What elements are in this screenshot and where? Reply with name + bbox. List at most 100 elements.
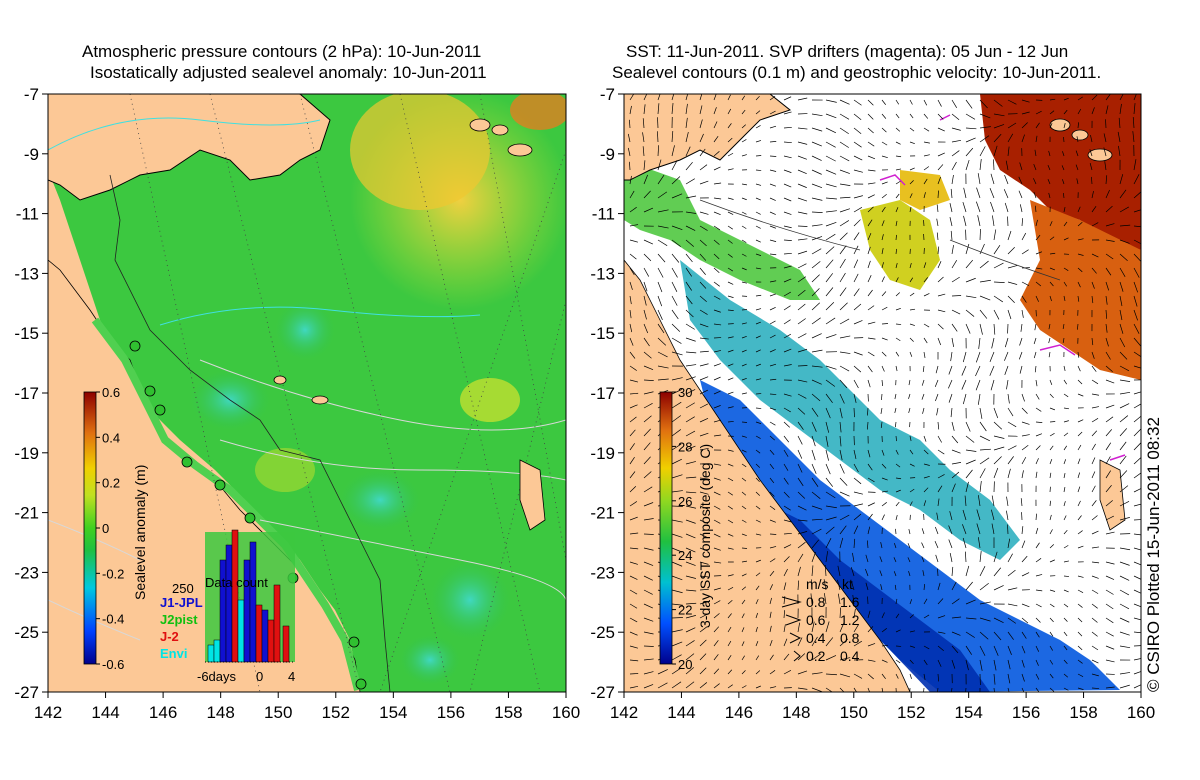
velocity-arrow <box>1020 323 1023 332</box>
velocity-arrow <box>839 141 849 148</box>
velocity-arrow <box>867 246 871 255</box>
velocity-arrow <box>699 432 709 437</box>
velocity-arrow <box>741 363 747 367</box>
velocity-arrow <box>1091 575 1099 579</box>
velocity-arrow <box>643 617 654 622</box>
velocity-arrow <box>685 640 695 647</box>
left-title-line1: Atmospheric pressure contours (2 hPa): 1… <box>82 42 482 61</box>
velocity-arrow <box>961 365 967 376</box>
velocity-arrow <box>909 206 912 213</box>
velocity-arrow <box>797 211 808 215</box>
velocity-arrow <box>783 252 792 255</box>
velocity-arrow <box>1091 253 1099 258</box>
right-lat-tick: -27 <box>590 683 615 702</box>
velocity-arrow <box>727 108 732 115</box>
data-count-legend-item: J-2 <box>160 629 179 644</box>
velocity-arrow <box>852 552 855 563</box>
velocity-arrow <box>839 335 851 339</box>
velocity-arrow <box>1049 123 1053 129</box>
velocity-arrow <box>825 210 837 213</box>
velocity-arrow <box>1105 645 1115 650</box>
velocity-arrow <box>769 491 775 497</box>
velocity-arrow <box>865 568 869 577</box>
velocity-arrow <box>936 204 939 213</box>
velocity-arrow <box>769 477 775 484</box>
velocity-arrow <box>853 169 863 173</box>
velocity-arrow <box>965 113 976 120</box>
velocity-arrow <box>1105 686 1115 689</box>
left-lon-tick: 154 <box>379 703 407 722</box>
velocity-arrow <box>797 687 808 690</box>
velocity-arrow <box>755 421 762 424</box>
velocity-arrow <box>962 509 967 521</box>
velocity-arrow <box>671 253 680 263</box>
velocity-arrow <box>797 670 808 675</box>
velocity-arrow <box>825 287 834 297</box>
velocity-arrow <box>853 525 859 535</box>
velocity-arrow <box>923 293 930 297</box>
velocity-arrow <box>853 141 862 148</box>
sla-contours <box>48 117 481 326</box>
velocity-arrow <box>1063 237 1069 241</box>
velocity-arrow <box>1018 176 1023 185</box>
velocity-arrow <box>797 303 806 311</box>
velocity-arrow <box>909 351 913 357</box>
velocity-arrow <box>1091 176 1093 185</box>
velocity-arrow <box>685 253 693 263</box>
velocity-arrow <box>643 309 647 320</box>
velocity-legend-arrow <box>789 632 802 644</box>
velocity-arrow <box>1021 232 1027 241</box>
velocity-arrow <box>685 533 696 539</box>
velocity-arrow <box>1091 617 1098 623</box>
velocity-arrow <box>657 337 667 346</box>
velocity-arrow <box>895 277 899 283</box>
velocity-arrow <box>1049 603 1055 608</box>
velocity-arrow <box>867 232 872 241</box>
velocity-arrow <box>937 498 940 507</box>
velocity-arrow <box>1091 659 1099 664</box>
velocity-arrow <box>867 513 873 521</box>
velocity-arrow <box>881 393 883 401</box>
velocity-arrow <box>825 449 829 461</box>
velocity-arrow <box>979 421 987 432</box>
velocity-arrow <box>881 113 887 119</box>
velocity-arrow <box>853 259 859 269</box>
velocity-arrow <box>867 113 874 120</box>
velocity-arrow <box>783 519 792 523</box>
shelf-edge-line <box>109 174 391 692</box>
data-count-legend-item: J2pist <box>160 612 198 627</box>
svp-drifters <box>879 114 1126 461</box>
data-count-max: 250 <box>172 581 194 596</box>
islands <box>273 118 546 531</box>
velocity-arrow <box>923 192 926 199</box>
velocity-arrow <box>769 320 776 325</box>
velocity-arrow <box>727 626 732 633</box>
velocity-arrow <box>951 127 961 131</box>
velocity-arrow <box>643 547 654 551</box>
sst-yellow-patch <box>860 200 940 290</box>
velocity-arrow <box>727 613 732 619</box>
left-lat-tick: -11 <box>16 205 39 224</box>
velocity-arrow <box>853 623 860 633</box>
velocity-arrow <box>993 687 995 692</box>
left-colorbar-tick: -0.6 <box>102 657 124 672</box>
velocity-arrow <box>797 276 806 283</box>
velocity-arrow <box>1063 673 1069 678</box>
velocity-arrow <box>699 519 709 525</box>
velocity-arrow <box>811 672 823 675</box>
velocity-arrow <box>1119 253 1128 262</box>
velocity-arrow <box>727 547 734 550</box>
velocity-arrow <box>685 195 697 199</box>
velocity-arrow <box>797 289 806 297</box>
velocity-arrow <box>979 435 991 442</box>
velocity-arrow <box>671 103 674 115</box>
left-lon-tick: 144 <box>91 703 119 722</box>
velocity-arrow <box>1049 500 1051 507</box>
velocity-arrow <box>755 225 761 229</box>
velocity-arrow <box>811 169 822 175</box>
velocity-arrow <box>839 155 850 162</box>
velocity-arrow <box>1007 587 1018 591</box>
velocity-arrow <box>965 687 967 692</box>
velocity-arrow <box>993 407 999 419</box>
velocity-arrow <box>741 670 746 675</box>
